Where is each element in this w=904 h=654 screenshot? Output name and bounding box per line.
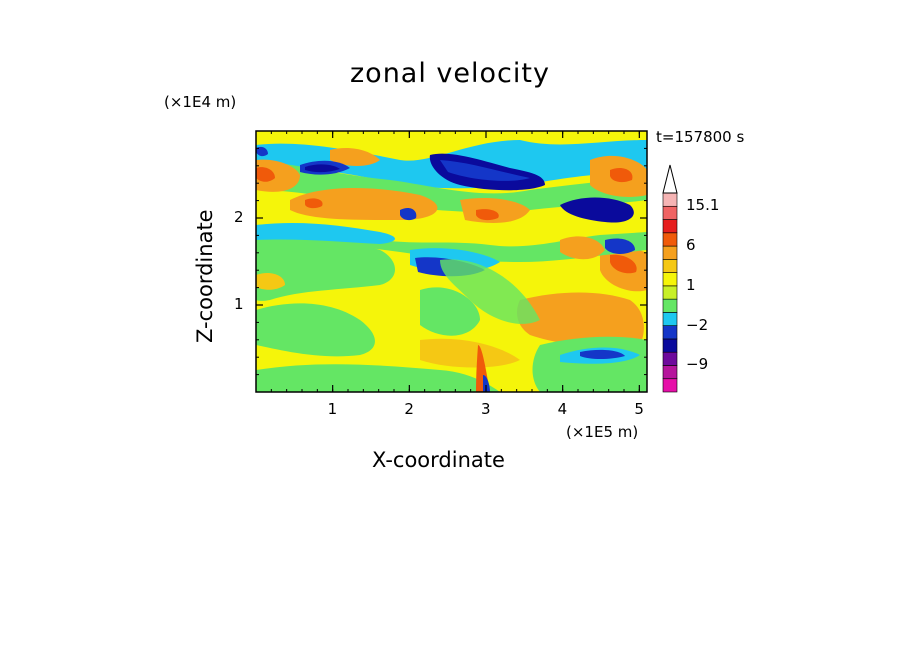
y-tick-marks: [256, 147, 647, 376]
plot-frame: [255, 130, 648, 393]
colorbar-swatch: [662, 285, 678, 300]
colorbar: [662, 164, 678, 393]
colorbar-swatch: [662, 378, 678, 393]
colorbar-label: 6: [686, 236, 696, 255]
colorbar-label: 1: [686, 275, 696, 294]
colorbar-swatch: [662, 365, 678, 380]
colorbar-swatch: [662, 192, 678, 207]
x-axis-label: X-coordinate: [372, 448, 505, 472]
velocity-field: [256, 131, 647, 392]
x-tick-label: 1: [327, 400, 338, 418]
y-tick-label: 1: [234, 295, 244, 313]
chart-title: zonal velocity: [350, 58, 550, 89]
x-tick-label: 2: [404, 400, 414, 418]
colorbar-swatch: [662, 298, 678, 313]
y-scale-label: (×1E4 m): [164, 93, 237, 111]
time-label: t=157800 s: [656, 128, 745, 146]
y-axis-label: Z-coordinate: [193, 209, 217, 343]
colorbar-swatch: [662, 245, 678, 260]
colorbar-swatch: [662, 272, 678, 287]
colorbar-swatch: [662, 338, 678, 353]
colorbar-label: −2: [686, 315, 709, 334]
colorbar-label: −9: [686, 355, 709, 374]
colorbar-label: 15.1: [686, 196, 720, 215]
x-scale-label: (×1E5 m): [566, 423, 639, 441]
colorbar-swatch: [662, 351, 678, 366]
colorbar-swatch: [662, 325, 678, 340]
colorbar-swatch: [662, 259, 678, 273]
colorbar-swatch: [662, 232, 678, 247]
colorbar-swatch: [662, 205, 678, 220]
x-tick-marks: [270, 131, 640, 392]
y-tick-label: 2: [234, 208, 244, 226]
x-tick-label: 3: [481, 400, 491, 418]
colorbar-swatch: [662, 312, 678, 326]
colorbar-extend-arrow: [662, 164, 678, 194]
x-tick-label: 5: [634, 400, 644, 418]
x-tick-label: 4: [557, 400, 568, 418]
colorbar-swatch: [662, 219, 678, 234]
